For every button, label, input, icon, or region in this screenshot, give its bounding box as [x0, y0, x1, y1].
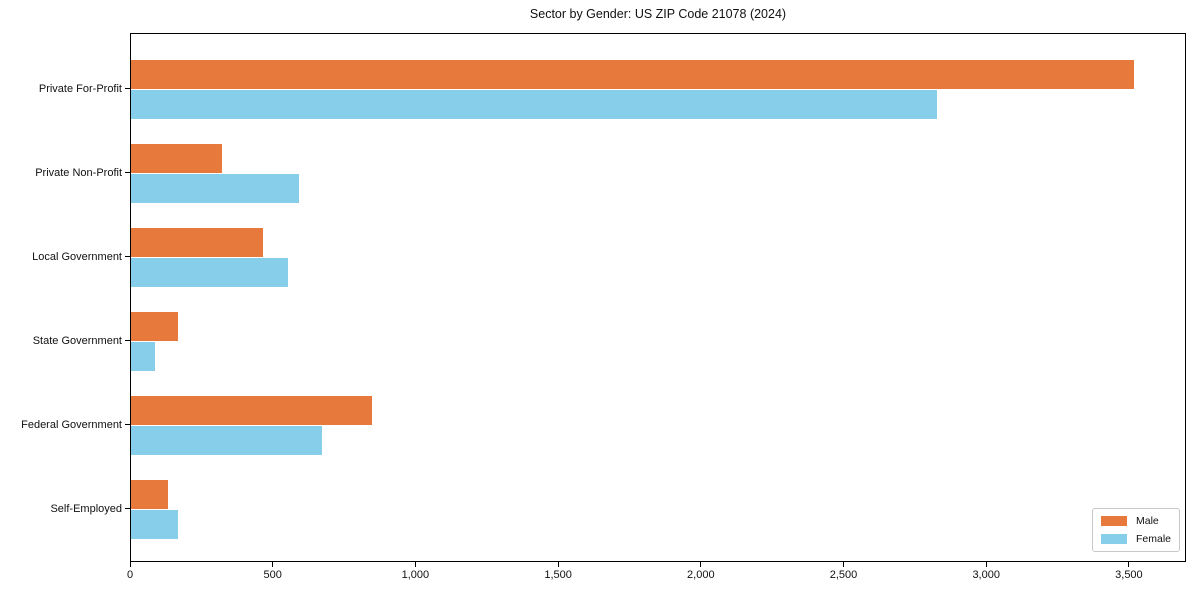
x-tick-mark [985, 562, 987, 567]
bar-male-private-for-profit [131, 60, 1134, 90]
bar-female-federal-government [131, 425, 322, 455]
x-tick-label: 500 [263, 569, 282, 581]
x-tick-label: 1,500 [544, 569, 572, 581]
x-tick-mark [129, 562, 131, 567]
y-tick-mark [125, 172, 130, 173]
x-tick-mark [557, 562, 559, 567]
legend-swatch-female [1101, 534, 1127, 544]
x-tick-mark [700, 562, 702, 567]
bar-female-state-government [131, 341, 156, 371]
y-axis-label: Private For-Profit [38, 82, 122, 95]
y-axis-label: Local Government [32, 250, 122, 263]
y-axis-label: State Government [32, 334, 122, 347]
bar-female-local-government [131, 257, 288, 287]
legend-label-female: Female [1136, 533, 1172, 545]
x-tick-label: 2,500 [829, 569, 858, 581]
x-tick-label: 2,000 [687, 569, 715, 581]
bar-male-private-non-profit [131, 144, 223, 174]
bar-male-self-employed [131, 480, 169, 510]
x-tick-label: 3,500 [1115, 569, 1143, 581]
legend-entry-male: Male [1101, 515, 1171, 527]
x-tick-mark [272, 562, 274, 567]
y-tick-mark [125, 340, 130, 341]
bar-male-federal-government [131, 396, 372, 426]
y-tick-mark [125, 88, 130, 89]
legend: Male Female [1092, 508, 1181, 552]
bar-male-local-government [131, 228, 264, 258]
x-tick-mark [843, 562, 844, 567]
x-tick-label: 0 [126, 569, 134, 581]
chart-title: Sector by Gender: US ZIP Code 21078 (202… [529, 7, 787, 21]
y-axis-label: Private Non-Profit [35, 166, 122, 179]
y-tick-mark [125, 508, 130, 509]
bar-female-self-employed [131, 509, 178, 539]
plot-area [130, 33, 1186, 562]
x-tick-mark [1128, 562, 1130, 567]
bar-female-private-non-profit [131, 173, 300, 203]
legend-entry-female: Female [1101, 533, 1171, 545]
bar-female-private-for-profit [131, 89, 938, 119]
x-tick-label: 1,000 [401, 569, 430, 581]
y-tick-mark [125, 424, 130, 425]
legend-label-male: Male [1136, 515, 1159, 527]
bar-male-state-government [131, 312, 178, 342]
y-tick-mark [125, 256, 130, 257]
x-tick-label: 3,000 [972, 569, 1000, 581]
y-axis-label: Self-Employed [50, 502, 122, 515]
x-tick-mark [414, 562, 416, 567]
legend-swatch-male [1101, 516, 1127, 526]
y-axis-label: Federal Government [21, 418, 122, 431]
